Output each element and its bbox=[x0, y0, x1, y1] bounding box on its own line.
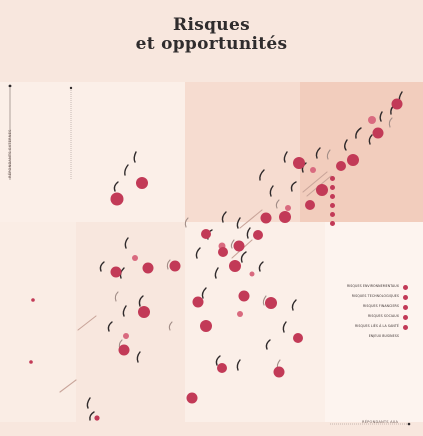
legend-item: RISQUES LIÉS À LA SANTÉ bbox=[336, 322, 408, 332]
legend-label: RISQUES FINANCIERS bbox=[362, 304, 399, 309]
y-axis-endpoint bbox=[8, 84, 12, 88]
legend-swatch bbox=[330, 212, 335, 217]
risk-point bbox=[142, 262, 154, 274]
risk-point bbox=[192, 296, 204, 308]
squiggle-marks bbox=[86, 91, 403, 421]
squiggle-marks-light bbox=[114, 117, 393, 370]
risk-point bbox=[136, 177, 148, 189]
legend-dot bbox=[403, 324, 408, 330]
x-axis-label: RÉPONDANTS AXA bbox=[362, 420, 399, 424]
risk-point bbox=[218, 247, 228, 257]
legend-dot bbox=[403, 314, 408, 320]
risk-point bbox=[253, 230, 263, 240]
legend-dot-column bbox=[330, 176, 336, 230]
margin-dots bbox=[29, 298, 35, 364]
y-axis-inner-label bbox=[69, 98, 75, 178]
risk-point bbox=[110, 266, 122, 278]
risk-point bbox=[347, 154, 359, 166]
legend-label: ENJEUX BUSINESS bbox=[368, 334, 399, 339]
risk-point bbox=[238, 290, 250, 302]
legend-item: RISQUES FINANCIERS bbox=[336, 302, 408, 312]
risk-point bbox=[293, 157, 305, 169]
legend-swatch bbox=[330, 221, 335, 226]
quadrant-bottom-right bbox=[325, 222, 423, 422]
risk-point bbox=[279, 211, 291, 223]
page-title: Risques et opportunités bbox=[0, 16, 423, 54]
legend-swatch bbox=[330, 203, 335, 208]
risk-point bbox=[336, 161, 346, 171]
legend-label: RISQUES ENVIRONNEMENTAUX bbox=[346, 284, 399, 289]
risk-point bbox=[273, 366, 285, 378]
risk-point bbox=[201, 229, 211, 239]
legend-dot bbox=[403, 294, 408, 300]
legend: RISQUES ENVIRONNEMENTAUX RISQUES TECHNOL… bbox=[336, 282, 408, 342]
accent-dots bbox=[123, 116, 376, 339]
risk-point bbox=[233, 240, 245, 252]
legend-dot bbox=[403, 335, 408, 340]
legend-swatch bbox=[330, 176, 335, 181]
legend-label: RISQUES SOCIAUX bbox=[368, 314, 399, 319]
risk-point bbox=[391, 98, 403, 110]
legend-item: RISQUES ENVIRONNEMENTAUX bbox=[336, 282, 408, 292]
legend-swatch bbox=[330, 185, 335, 190]
risk-point bbox=[110, 192, 124, 206]
title-line-1: Risques bbox=[173, 15, 250, 35]
legend-swatch bbox=[330, 194, 335, 199]
legend-item: RISQUES TECHNOLOGIQUES bbox=[336, 292, 408, 302]
legend-dot bbox=[403, 284, 408, 290]
risk-point bbox=[118, 344, 130, 356]
risk-dots bbox=[94, 98, 403, 421]
quadrant-right-band bbox=[300, 82, 423, 222]
risk-point bbox=[316, 184, 328, 196]
left-band bbox=[0, 82, 76, 422]
legend-label: RISQUES TECHNOLOGIQUES bbox=[351, 294, 399, 299]
risk-point bbox=[265, 297, 277, 309]
risk-point bbox=[138, 306, 150, 318]
y-axis-inner-endpoint bbox=[69, 86, 73, 90]
risk-point bbox=[293, 333, 303, 343]
legend-label: RISQUES LIÉS À LA SANTÉ bbox=[355, 324, 399, 329]
risk-point bbox=[94, 415, 100, 421]
legend-item: ENJEUX BUSINESS bbox=[336, 332, 408, 342]
risk-point bbox=[372, 127, 384, 139]
title-line-2: et opportunités bbox=[135, 34, 288, 54]
risk-point bbox=[169, 260, 181, 272]
risk-point bbox=[200, 320, 212, 332]
risk-point bbox=[186, 392, 198, 404]
risk-point bbox=[305, 200, 315, 210]
y-axis-label: RÉPONDANTS EXTERNES bbox=[8, 129, 12, 178]
legend-dot bbox=[403, 304, 408, 310]
risk-point bbox=[260, 212, 272, 224]
x-axis-endpoint bbox=[407, 422, 411, 426]
legend-item: RISQUES SOCIAUX bbox=[336, 312, 408, 322]
risk-point bbox=[229, 260, 241, 272]
risk-point bbox=[217, 363, 227, 373]
